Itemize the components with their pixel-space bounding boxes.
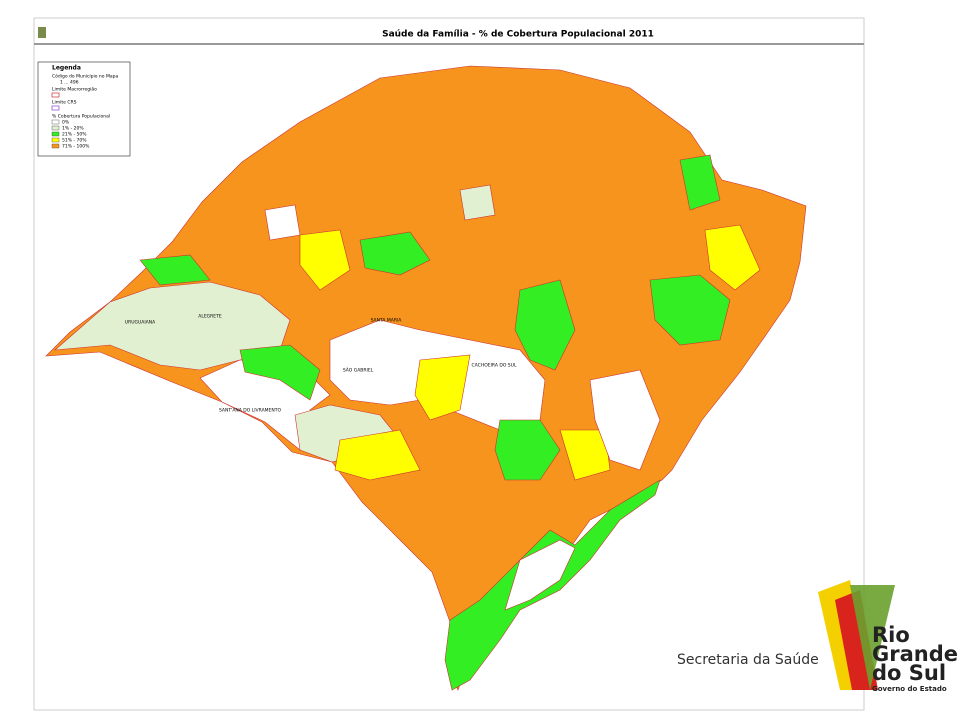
region-green-g [679, 154, 721, 211]
logo-subtext: Governo do Estado [872, 685, 947, 693]
region-white-a [589, 369, 661, 471]
region-green-b [239, 344, 321, 401]
region-southwest [54, 281, 291, 371]
region-yellow-b [414, 354, 471, 421]
region-lightgreen-b [459, 184, 496, 221]
legend-label: 71% - 100% [62, 144, 90, 150]
legend-swatch [51, 119, 60, 125]
place-label: SANT'ANA DO LIVRAMENTO [219, 408, 282, 414]
place-label: URUGUAIANA [125, 320, 156, 326]
map-title: Saúde da Família - % de Cobertura Popula… [382, 30, 654, 40]
region-yellow-a [299, 229, 351, 291]
place-label: SÃO GABRIEL [343, 367, 374, 374]
logo: Rio Grande do Sul Governo do Estado [818, 580, 958, 693]
region-white-b [264, 204, 301, 241]
legend: Legenda Código do Município no Mapa 1 ..… [37, 61, 131, 157]
crest [38, 27, 46, 38]
legend-swatch [51, 137, 60, 143]
place-label: ALEGRETE [198, 314, 222, 320]
region-yellow-e [559, 429, 611, 481]
legend-items: 0%1% - 20%21% - 50%51% - 70%71% - 100% [51, 119, 90, 150]
legend-swatch [51, 131, 60, 137]
region-yellow-d [704, 224, 761, 291]
legend-text: % Cobertura Populacional [52, 114, 110, 120]
region-green-d [514, 279, 576, 371]
region-yellow-c [334, 429, 421, 481]
place-label: SANTA MARIA [371, 318, 403, 324]
legend-title: Legenda [52, 65, 81, 72]
state-map: URUGUAIANA ALEGRETE SANTA MARIA SÃO GABR… [45, 65, 807, 691]
legend-text: Limite CRS [52, 100, 77, 106]
legend-label: 51% - 70% [62, 138, 87, 144]
department: Secretaria da Saúde [677, 652, 819, 668]
logo-text: Grande [872, 642, 958, 666]
region-green-a [139, 254, 211, 286]
legend-swatch [51, 125, 60, 131]
place-label: CACHOEIRA DO SUL [472, 363, 517, 369]
legend-swatch-macro [51, 92, 60, 98]
legend-swatch-crs [51, 105, 60, 111]
lagoon-area [504, 539, 576, 611]
region-green-c [494, 419, 561, 481]
logo-text: do Sul [872, 661, 946, 685]
legend-text: 1 ... 496 [60, 80, 79, 86]
legend-text: Limite Macrorregião [52, 87, 97, 93]
legend-label: 1% - 20% [62, 126, 84, 132]
legend-text: Código do Município no Mapa [52, 73, 118, 80]
legend-swatch [51, 143, 60, 149]
legend-label: 21% - 50% [62, 132, 87, 138]
region-green-e [649, 274, 731, 346]
legend-label: 0% [62, 120, 70, 126]
region-green-f [359, 231, 431, 276]
logo-stripe [850, 585, 895, 690]
logo-text: Rio [872, 623, 910, 647]
